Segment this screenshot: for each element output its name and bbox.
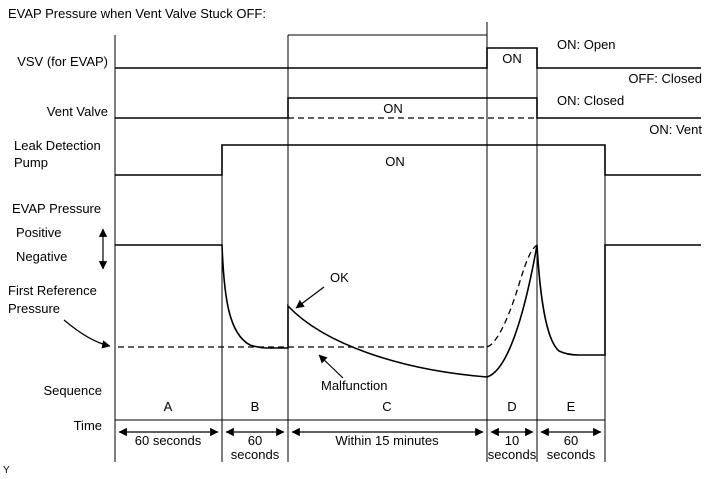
negative-label: Negative (16, 249, 67, 264)
sequence-phase-e: E (567, 399, 576, 414)
pump-on-label: ON (385, 154, 405, 169)
time-duration-c: Within 15 minutes (335, 433, 439, 448)
time-duration-d-line2: seconds (488, 447, 537, 462)
sequence-phase-a: A (164, 399, 173, 414)
vent-valve-state-vent-label: ON: Vent (649, 122, 702, 137)
time-duration-b-line1: 60 (248, 433, 262, 448)
sequence-phase-d: D (507, 399, 516, 414)
ok-annotation-arrow (295, 286, 325, 309)
pump-label-line2: Pump (14, 155, 48, 170)
ok-annotation-label: OK (330, 270, 349, 285)
vsv-on-label: ON (502, 51, 522, 66)
time-duration-d-line1: 10 (505, 433, 519, 448)
vent-valve-state-on-label: ON: Closed (557, 93, 624, 108)
vent-valve-signal-trace (115, 97, 701, 119)
malfunction-annotation-label: Malfunction (321, 378, 387, 393)
ok-recovery-dashed-curve (486, 244, 538, 348)
sequence-label: Sequence (43, 383, 102, 398)
first-reference-label-line2: Pressure (8, 301, 60, 316)
footnote-mark: Y (3, 465, 10, 476)
time-duration-a: 60 seconds (135, 433, 202, 448)
time-duration-e-line1: 60 (564, 433, 578, 448)
vsv-signal-trace (115, 47, 701, 69)
evap-pressure-label: EVAP Pressure (12, 201, 101, 216)
pump-label-line1: Leak Detection (14, 138, 101, 153)
first-reference-arrow (63, 319, 111, 349)
vent-valve-label: Vent Valve (47, 104, 108, 119)
vsv-state-on-label: ON: Open (557, 37, 616, 52)
pump-signal-trace (115, 144, 701, 176)
evap-pressure-trace (115, 244, 701, 378)
vsv-state-off-label: OFF: Closed (628, 71, 702, 86)
time-duration-b-line2: seconds (231, 447, 280, 462)
positive-label: Positive (16, 225, 62, 240)
sequence-phase-c: C (382, 399, 391, 414)
diagram-title: EVAP Pressure when Vent Valve Stuck OFF: (8, 6, 266, 21)
vent-valve-on-label: ON (383, 101, 403, 116)
malfunction-annotation-arrow (318, 354, 344, 379)
vsv-label: VSV (for EVAP) (17, 54, 108, 69)
time-label: Time (74, 418, 102, 433)
first-reference-label-line1: First Reference (8, 283, 97, 298)
time-duration-e-line2: seconds (547, 447, 596, 462)
sequence-phase-b: B (251, 399, 260, 414)
